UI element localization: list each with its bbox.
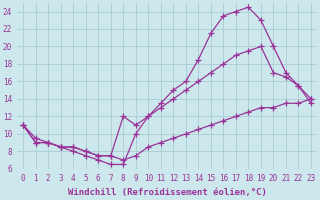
X-axis label: Windchill (Refroidissement éolien,°C): Windchill (Refroidissement éolien,°C) bbox=[68, 188, 267, 197]
